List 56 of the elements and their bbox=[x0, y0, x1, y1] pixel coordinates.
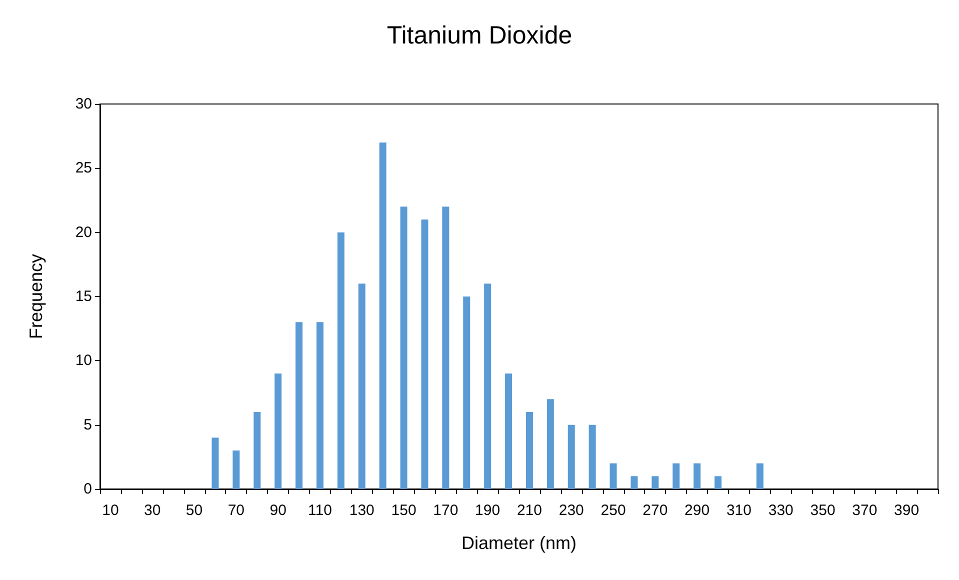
x-tick-label: 190 bbox=[475, 502, 500, 519]
bar bbox=[442, 206, 450, 489]
bar bbox=[484, 284, 492, 489]
bar bbox=[232, 450, 240, 489]
bar bbox=[610, 463, 617, 489]
bar bbox=[296, 322, 303, 489]
bar bbox=[505, 374, 512, 489]
y-tick-label: 15 bbox=[75, 288, 92, 305]
x-tick-label: 390 bbox=[894, 502, 920, 519]
bar bbox=[400, 206, 408, 489]
bar bbox=[254, 412, 261, 489]
bar bbox=[421, 220, 428, 489]
x-tick-label: 330 bbox=[768, 502, 794, 519]
bar bbox=[672, 463, 680, 489]
y-tick-label: 25 bbox=[75, 160, 92, 177]
x-tick-label: 130 bbox=[349, 502, 374, 519]
x-tick-label: 50 bbox=[186, 502, 203, 519]
x-axis-title: Diameter (nm) bbox=[461, 533, 577, 553]
bar bbox=[212, 438, 219, 489]
bar bbox=[546, 399, 554, 489]
bar bbox=[756, 463, 764, 489]
x-tick-label: 150 bbox=[391, 502, 416, 519]
x-tick-label: 170 bbox=[433, 502, 458, 519]
y-axis-title: Frequency bbox=[26, 254, 46, 340]
bar bbox=[568, 424, 575, 489]
bar bbox=[714, 476, 722, 489]
bar bbox=[526, 412, 533, 489]
x-tick-label: 270 bbox=[642, 502, 668, 519]
bar bbox=[694, 463, 701, 489]
x-tick-label: 250 bbox=[600, 502, 626, 519]
bar bbox=[316, 322, 324, 489]
bar bbox=[379, 142, 386, 489]
x-tick-label: 70 bbox=[228, 502, 245, 519]
bar bbox=[652, 476, 659, 489]
y-tick-label: 0 bbox=[84, 480, 92, 498]
y-tick-label: 5 bbox=[84, 416, 92, 434]
y-tick-label: 30 bbox=[75, 96, 92, 112]
bar bbox=[337, 232, 344, 489]
x-tick-label: 110 bbox=[308, 502, 332, 519]
x-tick-label: 290 bbox=[684, 502, 710, 519]
bar bbox=[463, 296, 470, 489]
x-tick-label: 310 bbox=[726, 502, 752, 519]
x-tick-label: 230 bbox=[558, 502, 584, 519]
bar bbox=[588, 424, 596, 489]
bar bbox=[630, 476, 638, 489]
chart-title: Titanium Dioxide bbox=[386, 22, 572, 50]
x-tick-label: 30 bbox=[144, 502, 161, 519]
x-tick-label: 90 bbox=[270, 502, 286, 519]
x-tick-label: 370 bbox=[852, 502, 878, 519]
bar bbox=[358, 284, 366, 489]
y-tick-label: 10 bbox=[75, 352, 92, 370]
x-tick-label: 10 bbox=[102, 502, 119, 519]
y-tick-label: 20 bbox=[75, 224, 92, 241]
bar bbox=[274, 374, 282, 489]
x-tick-label: 350 bbox=[810, 502, 836, 519]
x-tick-label: 210 bbox=[516, 502, 542, 519]
